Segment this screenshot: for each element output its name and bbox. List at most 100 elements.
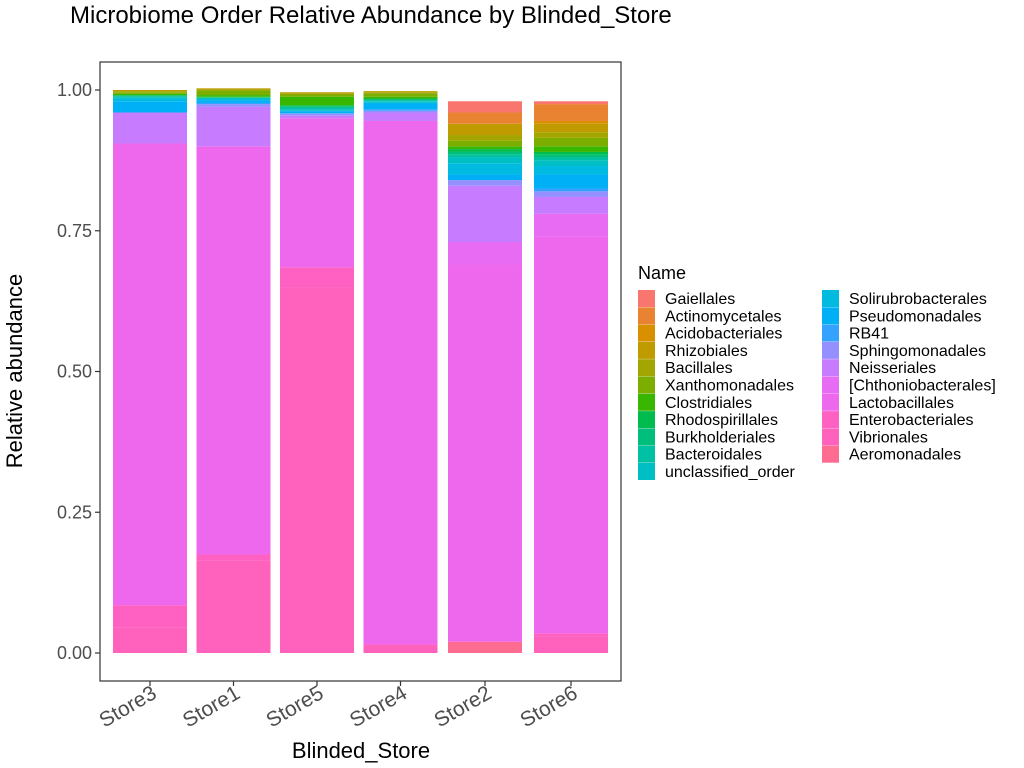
legend: Name GaiellalesActinomycetalesAcidobacte… [638, 263, 996, 481]
y-tick-label: 0.00 [57, 643, 92, 663]
bar-segment-store1-vibrionales [196, 560, 271, 653]
bar-segment-store5-burkholderiales [280, 106, 354, 108]
bar-segment-store4-rhodospirillales [363, 98, 438, 100]
bar-segment-store4-bacillales [363, 92, 438, 94]
bar-segment-store3-rhodospirillales [113, 95, 187, 96]
legend-swatch [822, 411, 839, 429]
bar-segment-store2-burkholderiales [448, 151, 522, 155]
bar-segment-store3-burkholderiales [113, 95, 187, 97]
legend-label: Bacteroidales [665, 447, 762, 464]
legend-swatch [822, 393, 839, 411]
bar-segment-store6-burkholderiales [534, 154, 608, 158]
bar-segment-store2-aeromonadales [448, 641, 522, 653]
legend-swatch [638, 324, 655, 342]
bar-segment-store4-rb41 [363, 109, 438, 111]
bar-segment-store1-bacillales [196, 89, 271, 91]
bar-segment-store6-sphingomonadales [534, 191, 608, 197]
bar-segment-store1-neisseriales [196, 106, 271, 147]
bar-segment-store1-enterobacteriales [196, 554, 271, 561]
legend-label: Actinomycetales [665, 308, 782, 325]
y-tick-label: 0.25 [57, 502, 92, 522]
bar-segment-store2-solirubrobacterales [448, 163, 522, 175]
legend-label: [Chthoniobacterales] [849, 378, 996, 395]
legend-swatch [638, 341, 655, 359]
bar-segment-store2-rhizobiales [448, 123, 522, 136]
legend-swatch [638, 428, 655, 446]
bar-segment-store6-rb41 [534, 188, 608, 192]
bar-segment-store2-xanthomonadales [448, 140, 522, 147]
legend-swatch [822, 341, 839, 359]
bar-segment-store3-bacteroidales [113, 96, 187, 98]
bar-segment-store5-pseudomonadales [280, 111, 354, 114]
bar-segment-store6-acidobacteriales [534, 120, 608, 124]
bar-segment-store3-unclassified-order [113, 97, 187, 99]
bar-segment-store2-gaiellales [448, 101, 522, 113]
bar-segment-store6-unclassified-order [534, 160, 608, 167]
legend-swatch [822, 307, 839, 325]
bar-segment-store1-unclassified-order [196, 98, 271, 100]
legend-label: Rhodospirillales [665, 412, 778, 429]
bar-segment-store5-rb41 [280, 113, 354, 114]
bar-segment-store5-rhodospirillales [280, 105, 354, 107]
bar-segment-store2-sphingomonadales [448, 180, 522, 186]
bar-segment-store6-pseudomonadales [534, 174, 608, 189]
y-axis: 0.00 0.25 0.50 0.75 1.00 [57, 80, 100, 663]
legend-label: RB41 [849, 326, 889, 343]
legend-swatch [638, 359, 655, 377]
x-axis-label: Blinded_Store [292, 738, 430, 763]
x-tick-label: Store5 [262, 681, 327, 732]
bar-segment-store5-solirubrobacterales [280, 110, 354, 112]
bars-group [113, 88, 608, 653]
bar-segment-store6-gaiellales [534, 101, 608, 105]
bar-segment-store2-rhodospirillales [448, 149, 522, 152]
bar-segment-store4-solirubrobacterales [363, 102, 438, 104]
bar-segment-store3-bacillales [113, 91, 187, 93]
x-tick-label: Store4 [346, 681, 411, 732]
x-axis: Store3 Store1 Store5 Store4 Store2 Store6 [95, 681, 582, 732]
x-tick-label: Store6 [516, 681, 581, 732]
legend-label: Neisseriales [849, 360, 936, 377]
legend-label: Bacillales [665, 360, 733, 377]
bar-segment-store5-clostridiales [280, 96, 354, 106]
x-tick-label: Store3 [95, 681, 160, 732]
bar-segment-store1-rhodospirillales [196, 96, 271, 98]
bar-segment-store3-neisseriales [113, 112, 187, 144]
bar-segment-store5-bacteroidales [280, 107, 354, 110]
legend-swatch [638, 445, 655, 463]
x-tick-label: Store1 [179, 681, 244, 732]
x-tick-label: Store2 [430, 681, 495, 732]
legend-label: Gaiellales [665, 291, 735, 308]
legend-label: Lactobacillales [849, 395, 954, 412]
bar-segment-store2-clostridiales [448, 146, 522, 150]
bar-segment-store2-unclassified-order [448, 157, 522, 164]
bar-segment-store4-rhizobiales [363, 91, 438, 93]
legend-swatch [638, 463, 655, 480]
legend-label: Vibrionales [849, 429, 928, 446]
bar-segment-store1-burkholderiales [196, 97, 271, 98]
legend-label: Clostridiales [665, 395, 752, 412]
legend-label: Xanthomonadales [665, 378, 794, 395]
bar-segment-store6-clostridiales [534, 146, 608, 152]
bar-segment-store6-rhodospirillales [534, 151, 608, 155]
bar-segment-store5-unclassified-order [280, 109, 354, 111]
y-axis-label: Relative abundance [2, 274, 27, 468]
bar-segment-store3-enterobacteriales [113, 605, 187, 628]
legend-label: Solirubrobacterales [849, 291, 987, 308]
bar-segment-store5-enterobacteriales [280, 267, 354, 288]
bar-segment-store6-lactobacillales [534, 236, 608, 634]
y-tick-label: 0.50 [57, 362, 92, 382]
bar-segment-store5-rhizobiales [280, 92, 354, 94]
legend-swatch [638, 376, 655, 394]
bar-segment-store1-xanthomonadales [196, 90, 271, 96]
bar-segment-store2-actinomycetales [448, 112, 522, 124]
bar-segment-store5-sphingomonadales [280, 113, 354, 116]
bar-segment-store5-xanthomonadales [280, 94, 354, 97]
legend-label: Acidobacteriales [665, 326, 782, 343]
bar-segment-store6-neisseriales [534, 196, 608, 214]
legend-swatch [822, 376, 839, 394]
bar-segment-store4-lactobacillales [363, 120, 438, 645]
bar-segment-store1-bacteroidales [196, 97, 271, 99]
bar-segment-store2-chthoniobacterales [448, 242, 522, 265]
bar-segment-store3-lactobacillales [113, 143, 187, 606]
